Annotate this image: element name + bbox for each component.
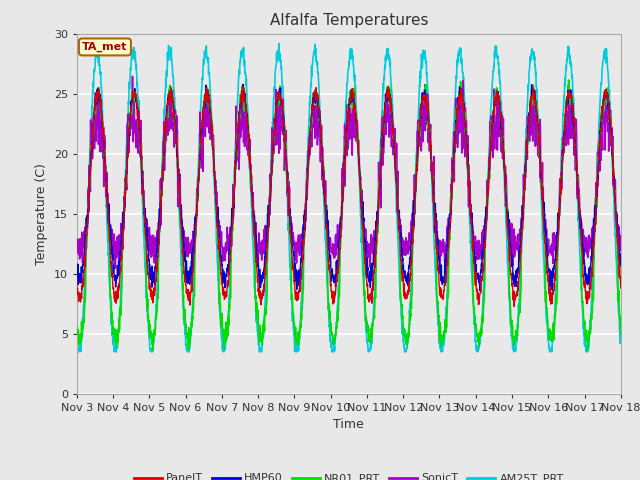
Title: Alfalfa Temperatures: Alfalfa Temperatures bbox=[269, 13, 428, 28]
X-axis label: Time: Time bbox=[333, 418, 364, 431]
Legend: PanelT, HMP60, NR01_PRT, SonicT, AM25T_PRT: PanelT, HMP60, NR01_PRT, SonicT, AM25T_P… bbox=[129, 469, 568, 480]
Y-axis label: Temperature (C): Temperature (C) bbox=[35, 163, 48, 264]
Text: TA_met: TA_met bbox=[82, 42, 127, 52]
